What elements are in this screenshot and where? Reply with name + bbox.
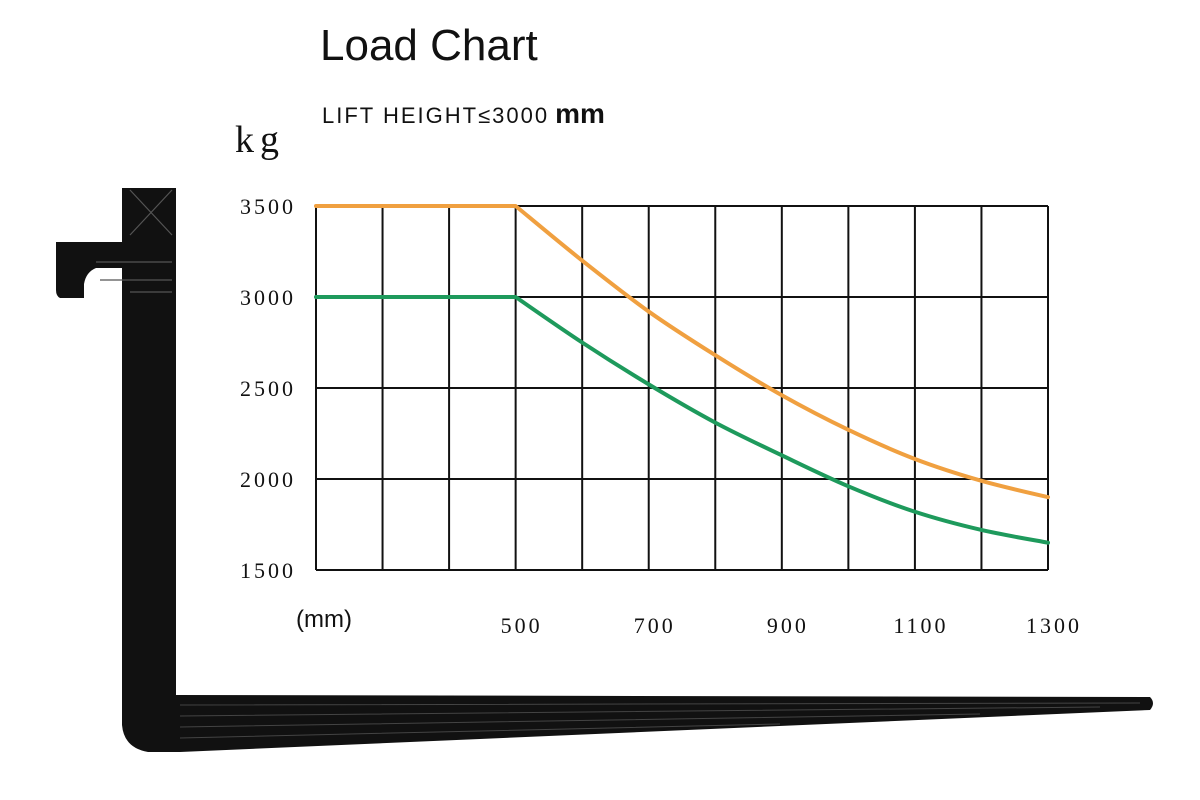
fork-hook-shape: [56, 242, 122, 298]
series-line-1: [314, 204, 1050, 500]
y-axis-label: kg: [235, 119, 285, 161]
chart-title: Load Chart: [320, 21, 538, 70]
forklift-fork-illustration: [56, 188, 1153, 752]
y-tick-label: 3000: [240, 285, 296, 310]
subtitle-symbol: ≤: [478, 103, 492, 128]
y-tick-labels: 3500 3000 2500 2000 1500: [240, 194, 296, 583]
y-tick-label: 3500: [240, 194, 296, 219]
chart-grid: [315, 205, 1049, 571]
fork-detail-lines: [96, 189, 173, 293]
y-tick-label: 2000: [240, 467, 296, 492]
chart-series: [314, 204, 1050, 545]
subtitle-unit: mm: [555, 98, 605, 129]
fork-blade-streaks: [179, 702, 1141, 739]
chart-subtitle: LIFT HEIGHT≤3000 mm: [322, 98, 605, 129]
y-tick-label: 1500: [240, 558, 296, 583]
series-line-2: [314, 295, 1050, 545]
x-tick-label: 1100: [893, 613, 948, 638]
x-tick-label: 900: [767, 613, 809, 638]
y-tick-label: 2500: [240, 376, 296, 401]
x-tick-labels: 500 700 900 1100 1300: [501, 613, 1082, 638]
x-tick-label: 500: [501, 613, 543, 638]
x-axis-label: (mm): [296, 606, 352, 633]
subtitle-value: 3000: [492, 103, 549, 128]
x-tick-label: 700: [634, 613, 676, 638]
fork-body-shape: [122, 188, 1153, 752]
subtitle-prefix: LIFT HEIGHT: [322, 103, 478, 128]
x-tick-label: 1300: [1026, 613, 1082, 638]
